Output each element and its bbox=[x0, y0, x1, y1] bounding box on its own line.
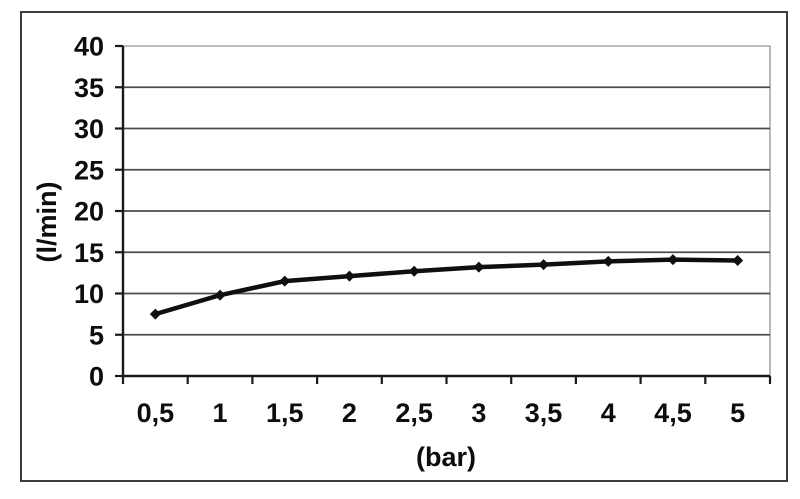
y-tick-label: 0 bbox=[89, 362, 104, 392]
x-tick-label: 5 bbox=[730, 398, 745, 428]
plot-area-border bbox=[123, 45, 771, 376]
x-tick-label: 3,5 bbox=[525, 398, 563, 428]
chart-frame: 0 5 10 15 20 25 30 35 40 0,5 1 1,5 2 2,5 3 3,5 4 4,5 5 (l/… bbox=[20, 11, 788, 482]
x-tick-label: 1,5 bbox=[266, 398, 304, 428]
x-tick-label: 4,5 bbox=[654, 398, 692, 428]
x-axis-title: (bar) bbox=[416, 442, 476, 472]
data-point-marker bbox=[279, 275, 291, 287]
y-tick-label: 40 bbox=[74, 32, 104, 62]
y-tick-label: 5 bbox=[89, 320, 104, 350]
flow-pressure-line-chart: 0 5 10 15 20 25 30 35 40 0,5 1 1,5 2 2,5 3 3,5 4 4,5 5 bbox=[74, 32, 772, 428]
x-tick-label: 3 bbox=[471, 398, 486, 428]
data-point-marker bbox=[732, 255, 744, 266]
data-point-marker bbox=[149, 308, 161, 320]
series-line bbox=[153, 257, 740, 317]
data-point-marker bbox=[473, 261, 485, 273]
x-tick-label: 4 bbox=[601, 398, 616, 428]
data-point-marker bbox=[408, 265, 420, 277]
data-point-marker bbox=[602, 255, 614, 267]
y-tick-label: 20 bbox=[74, 197, 104, 227]
data-point-marker bbox=[343, 270, 355, 282]
y-tick-label: 10 bbox=[74, 279, 104, 309]
x-tick-label: 2,5 bbox=[395, 398, 433, 428]
y-tick-label: 15 bbox=[74, 238, 104, 268]
y-tick-label: 30 bbox=[74, 114, 104, 144]
x-tick-label: 0,5 bbox=[137, 398, 175, 428]
x-tick-label: 2 bbox=[342, 398, 357, 428]
data-point-marker bbox=[538, 259, 550, 271]
y-tick-label: 35 bbox=[74, 73, 104, 103]
data-point-marker bbox=[214, 289, 226, 301]
y-tick-label: 25 bbox=[74, 155, 104, 185]
data-point-marker bbox=[667, 254, 679, 266]
x-tick-label: 1 bbox=[213, 398, 228, 428]
y-axis-title: (l/min) bbox=[32, 181, 62, 263]
